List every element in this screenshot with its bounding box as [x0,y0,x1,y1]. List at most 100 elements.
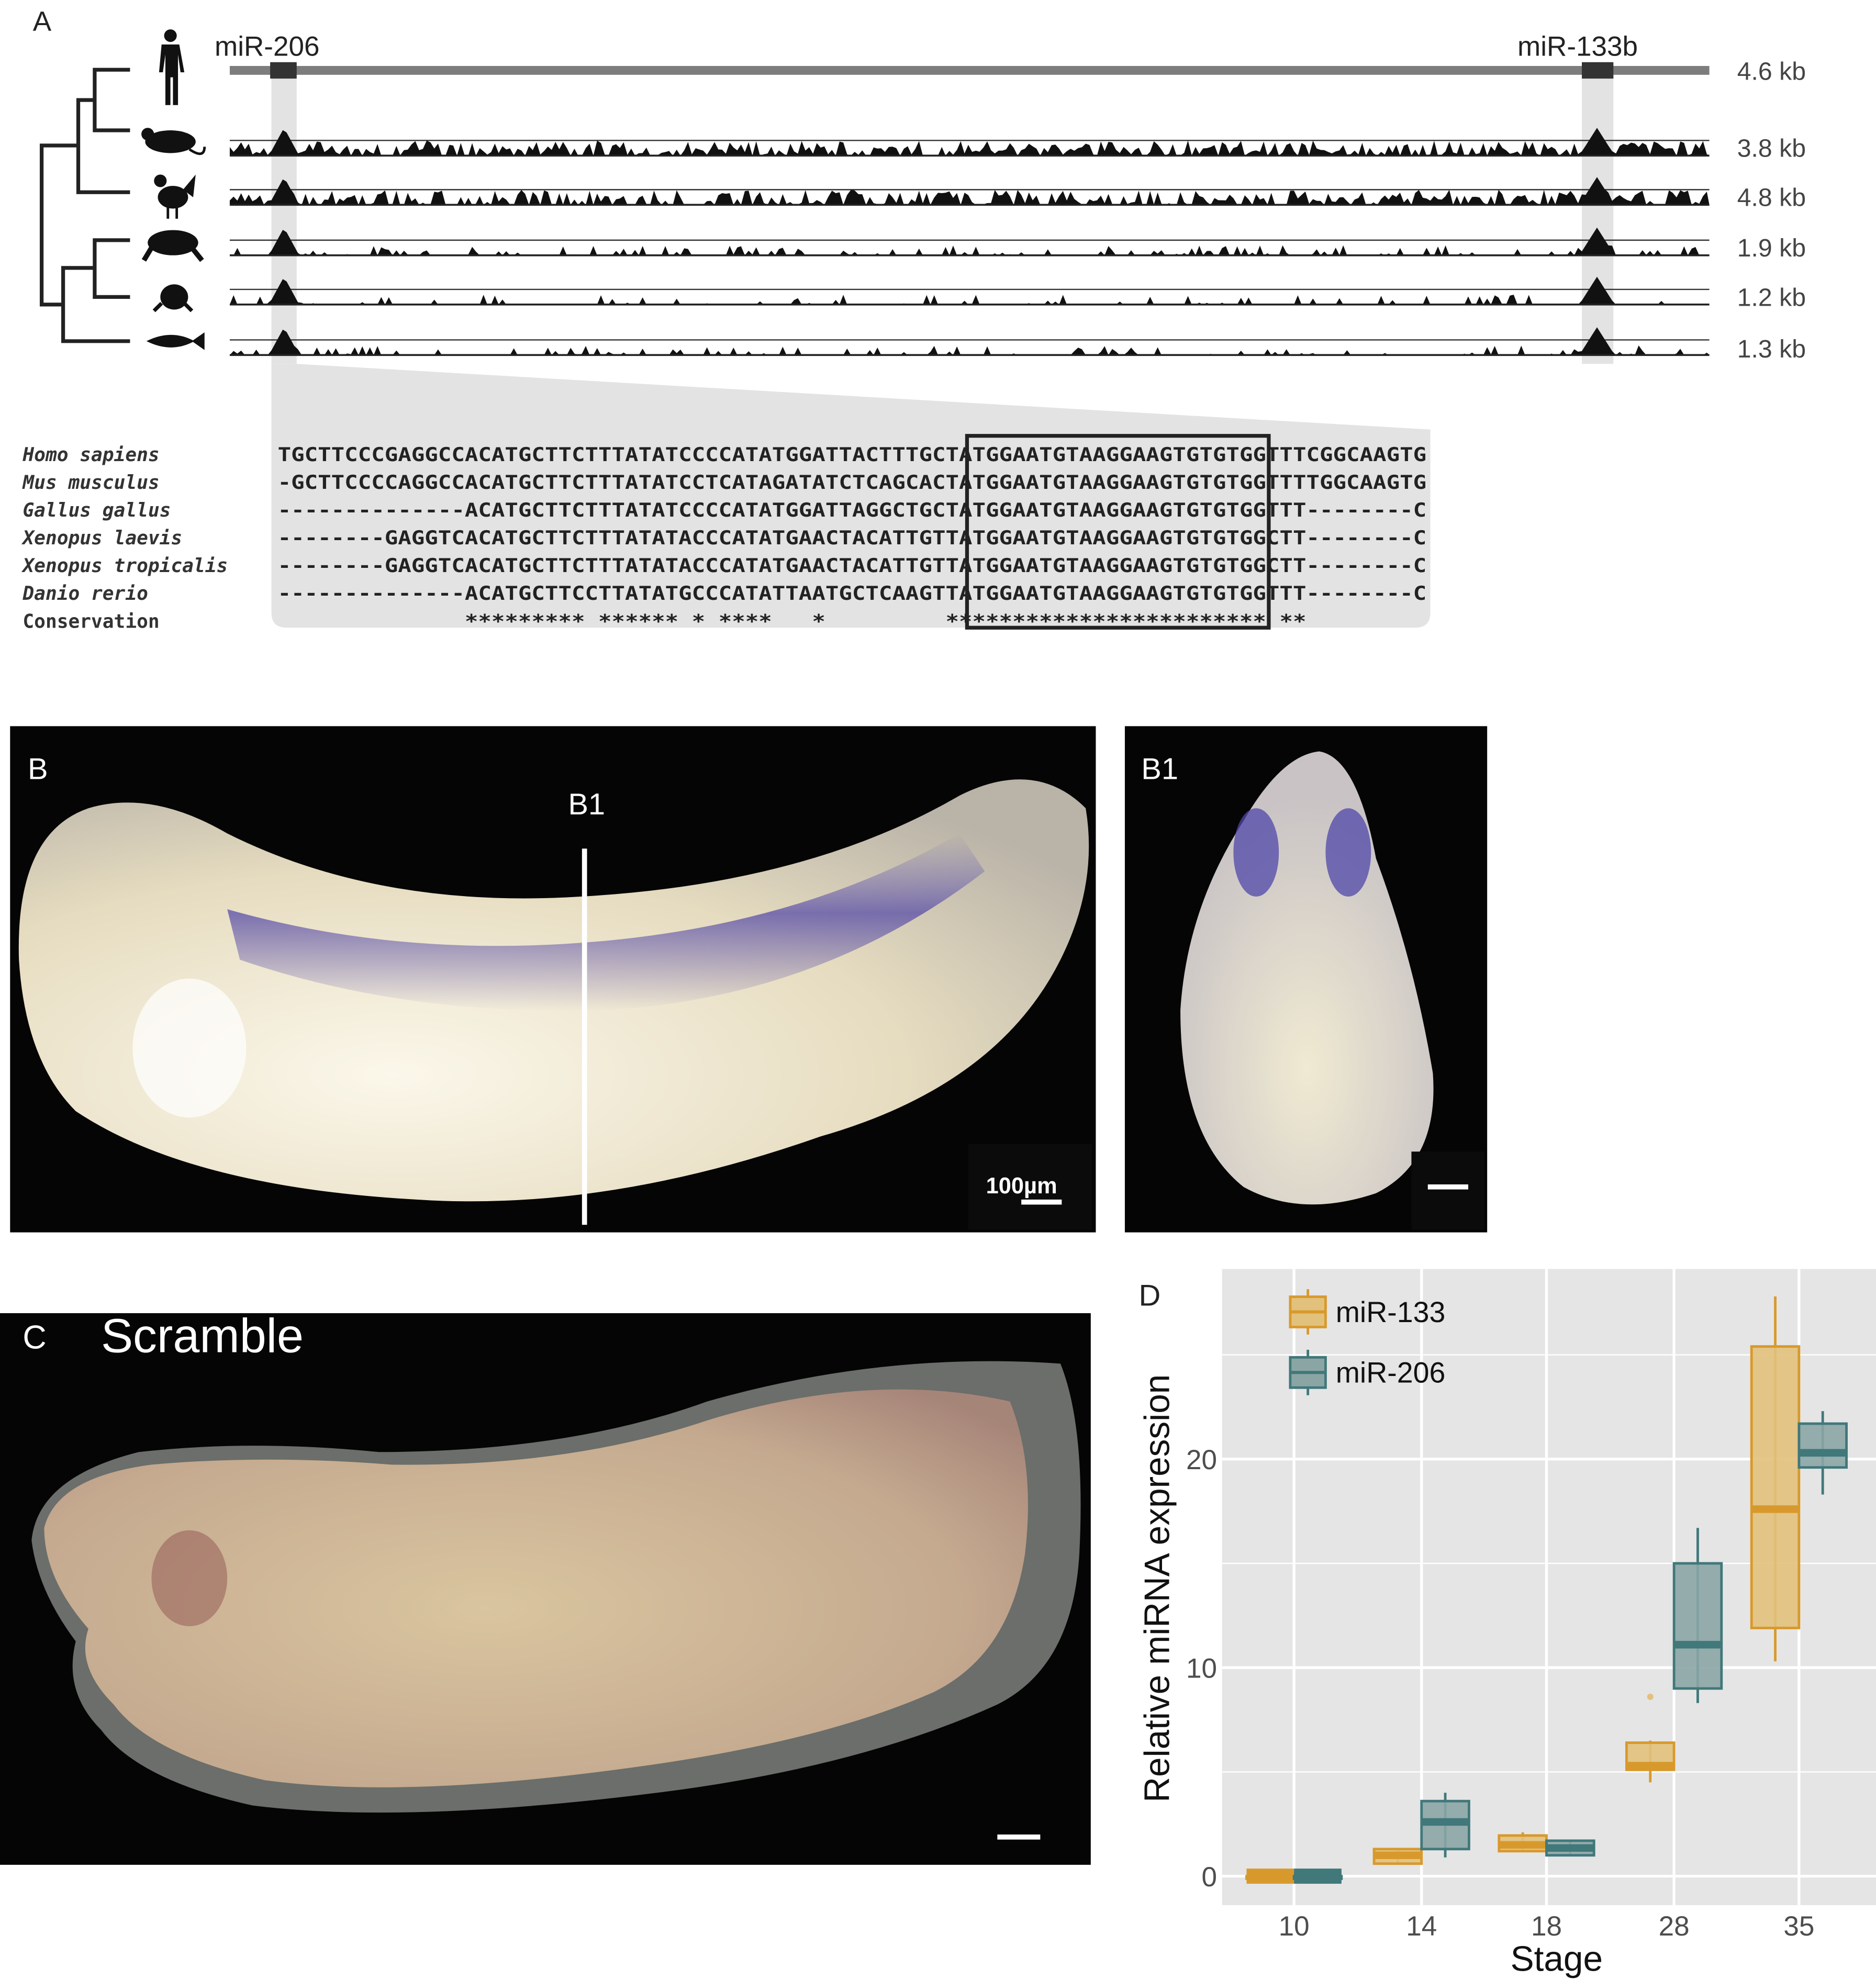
scale-bar [1427,1184,1468,1190]
y-tick-label: 20 [1186,1445,1217,1475]
somite-staining [227,833,985,1011]
conservation-peaks [229,227,1710,255]
box [1797,1422,1848,1469]
track-size: 4.6 kb [1737,58,1806,86]
mir-133b-highlight [1582,70,1614,364]
x-tick-label: 28 [1659,1911,1690,1942]
legend-item-miR-206: miR-206 [1289,1349,1446,1395]
aligned-sequence: TGCTTCCCGAGGCCACATGCTTCTTTATATCCCCATATGG… [278,443,1427,466]
collapsed-box [1294,1869,1342,1884]
y-tick-label: 0 [1202,1862,1218,1893]
x-tick-label: 14 [1406,1911,1437,1942]
axis-ticks: 0 10 20 10 14 18 28 35 [1186,1445,1814,1942]
panel-b-label: B [28,753,48,786]
frog-icon [141,230,204,262]
track-size-labels: 4.6 kb 3.8 kb 4.8 kb 1.9 kb 1.2 kb 1.3 k… [1737,58,1806,364]
phylogenetic-tree [39,68,130,343]
sequence-alignment: Homo sapiens TGCTTCCCGAGGCCACATGCTTCTTTAT… [21,443,1426,632]
box-miR-206-stage-28 [1672,1528,1723,1703]
species-name: Xenopus tropicalis [21,554,228,577]
track-size: 1.2 kb [1737,283,1806,311]
box [1672,1562,1723,1690]
box-miR-206-stage-18 [1545,1839,1595,1857]
human-icon [159,29,185,105]
box-miR-133-stage-10 [1245,1869,1296,1884]
mir-206-highlight [271,70,297,364]
chicken-icon [154,174,196,219]
box-miR-133-stage-18 [1498,1832,1548,1853]
legend-label: miR-133 [1336,1296,1446,1328]
mir-133b-label: miR-133b [1517,31,1638,62]
track-size: 4.8 kb [1737,184,1806,212]
box-miR-206-stage-10 [1292,1869,1343,1884]
scale-bar [997,1834,1041,1840]
mir-206-locus [270,62,297,79]
panel-b1: B1 [1124,726,1488,1233]
panel-a-label: A [33,6,52,37]
legend-label: miR-206 [1336,1357,1446,1389]
section-plane-label: B1 [568,788,605,821]
somite-staining-right [1325,808,1371,897]
panel-c: C Scramble [0,1310,1091,1865]
mouse-icon [141,128,206,155]
species-name: Mus musculus [22,471,159,494]
mir-133b-locus [1582,62,1614,79]
panel-c-label: C [23,1319,46,1356]
conservation-peaks [229,327,1710,355]
aligned-sequence: --------GAGGTCACATGCTTCTTTATATACCCATATGA… [278,554,1427,577]
scale-bar-label: 100µm [986,1173,1057,1199]
aligned-sequence: --------------ACATGCTTCTTTATATCCCCATATGG… [278,499,1427,521]
box-miR-206-stage-14 [1420,1793,1470,1858]
conservation-tracks [229,128,1710,356]
scale-bar-box [1411,1151,1485,1230]
box-miR-133-stage-35 [1750,1296,1801,1662]
x-tick-label: 10 [1279,1911,1310,1942]
conservation-peaks [229,177,1710,205]
conservation-peaks [229,276,1710,305]
panel-b: B B1 100µm [10,726,1096,1233]
alignment-background [271,364,1431,628]
box-miR-206-stage-35 [1797,1411,1848,1495]
section-plane-line [582,848,587,1225]
outlier-point [1647,1693,1654,1700]
somite-staining-left [1233,808,1279,897]
species-name: Gallus gallus [23,499,171,521]
box-miR-133-stage-28 [1625,1693,1676,1783]
embryo-scramble [44,1389,1028,1787]
tadpole-frog-icon [152,284,194,312]
panel-d-chart: 0 10 20 10 14 18 28 35 D Stage Relative miRNA e… [1137,1269,1876,1979]
x-tick-label: 18 [1531,1911,1562,1942]
seed-sequence-box [965,434,1271,630]
box-miR-133-stage-14 [1372,1848,1423,1865]
collapsed-box [1246,1869,1294,1884]
species-silhouettes [141,29,206,350]
track-size: 1.3 kb [1737,335,1806,363]
y-tick-label: 10 [1186,1653,1217,1684]
scale-bar-box [968,1144,1092,1230]
panel-d-label: D [1138,1279,1160,1312]
box [1750,1345,1801,1629]
conservation-peaks [229,128,1710,156]
highlight-glare [132,978,247,1118]
y-axis-title: Relative miRNA expression [1137,1374,1177,1803]
legend: miR-133 miR-206 [1289,1289,1446,1395]
panel-b1-label: B1 [1141,753,1178,786]
track-size: 1.9 kb [1737,234,1806,262]
aligned-sequence: -GCTTCCCCAGGCCACATGCTTCTTTATATCCTCATAGAT… [278,471,1427,494]
legend-item-miR-133: miR-133 [1289,1289,1446,1335]
species-name: Homo sapiens [22,443,159,466]
fish-icon [146,332,205,350]
mir-206-label: miR-206 [215,31,319,62]
x-axis-title: Stage [1511,1940,1603,1979]
aligned-sequence: --------GAGGTCACATGCTTCTTTATATACCCATATGA… [278,527,1427,549]
species-name: Xenopus laevis [21,527,182,549]
genome-locus-bar [229,66,1710,75]
aligned-sequence: --------------ACATGCTTCCTTATATGCCCATATTA… [278,582,1427,605]
embryo-eye [151,1530,228,1627]
boxplots [1245,1296,1848,1884]
scale-bar [1021,1199,1062,1205]
panel-c-title: Scramble [101,1310,304,1363]
species-name: Conservation [23,610,159,632]
x-tick-label: 35 [1783,1911,1814,1942]
